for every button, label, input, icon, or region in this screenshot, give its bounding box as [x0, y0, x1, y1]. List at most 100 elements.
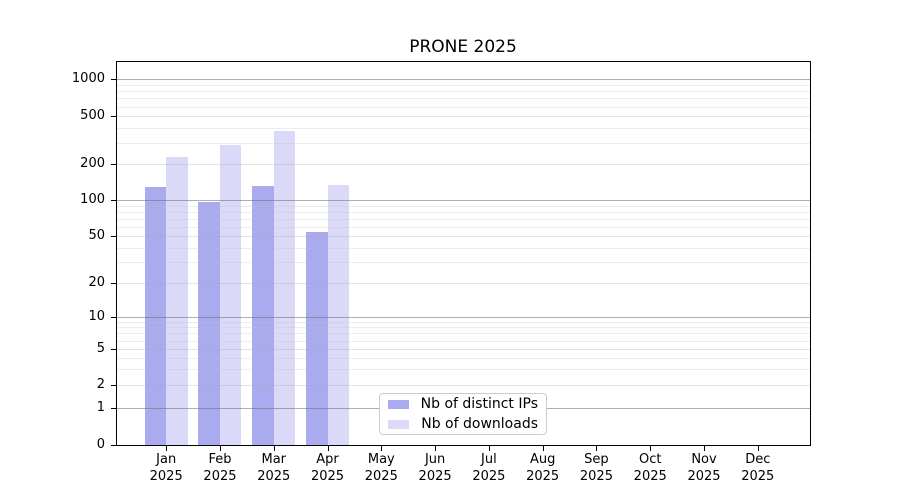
gridline-minor: [117, 357, 810, 359]
x-tick-label-month: Jul: [481, 452, 497, 467]
gridline-minor: [117, 106, 810, 108]
x-tick-label-month: Sep: [584, 452, 609, 467]
gridline-labeled: [117, 283, 810, 284]
y-tick-mark: [111, 283, 116, 284]
legend-swatch-distinct-ips-icon: [388, 399, 409, 409]
x-tick-mark: [166, 446, 168, 451]
x-tick-label-year: 2025: [418, 469, 452, 484]
y-tick-mark: [111, 116, 116, 118]
x-tick-label-year: 2025: [257, 469, 291, 484]
gridline-minor: [117, 218, 810, 220]
x-tick-label-month: Aug: [529, 452, 556, 467]
x-tick-label-year: 2025: [310, 469, 345, 484]
x-tick-label-year: 2025: [472, 469, 506, 484]
x-tick-label: Nov 2025: [677, 451, 731, 485]
chart-title: PRONE 2025: [409, 37, 517, 57]
x-tick-mark: [488, 446, 490, 451]
x-tick-label-month: Feb: [208, 452, 232, 467]
y-tick-label: 2: [96, 377, 105, 392]
gridline-minor: [117, 143, 810, 145]
bar-mar-distinct-ips: [252, 185, 274, 445]
gridline-labeled: [117, 116, 810, 118]
gridline-minor: [117, 321, 810, 323]
y-tick-label: 20: [88, 275, 105, 290]
gridline-minor: [117, 91, 810, 93]
x-tick-label: Apr 2025: [301, 451, 355, 485]
gridline-labeled: [117, 164, 810, 166]
gridline-minor: [117, 205, 810, 207]
x-tick-label: May 2025: [354, 451, 408, 485]
bar-jan-distinct-ips: [144, 187, 167, 445]
gridline-minor: [117, 247, 810, 249]
x-tick-mark: [381, 446, 383, 451]
x-tick-label-year: 2025: [633, 469, 667, 484]
x-tick-label-year: 2025: [741, 469, 775, 484]
gridline-minor: [117, 340, 810, 342]
x-tick-label-month: Oct: [638, 452, 662, 467]
gridline-minor: [117, 127, 810, 129]
y-tick-mark: [111, 236, 116, 238]
x-tick-label: Mar 2025: [247, 451, 301, 485]
legend: Nb of distinct IPs Nb of downloads: [379, 393, 547, 435]
gridline-major: [117, 317, 810, 318]
x-tick-label: Feb 2025: [193, 451, 247, 485]
x-tick-label: Jul 2025: [462, 451, 516, 485]
x-tick-label-year: 2025: [687, 469, 721, 484]
y-tick-label: 200: [80, 156, 105, 172]
y-tick-label: 100: [80, 192, 105, 208]
x-tick-label-year: 2025: [149, 469, 183, 484]
gridline-minor: [117, 211, 810, 213]
x-tick-label: Aug 2025: [516, 451, 570, 485]
x-tick-label: Sep 2025: [569, 451, 623, 485]
y-tick-label: 10: [88, 309, 105, 324]
y-tick-mark: [111, 200, 116, 202]
gridline-minor: [117, 333, 810, 335]
y-tick-mark: [111, 445, 116, 446]
bar-apr-downloads: [327, 185, 350, 445]
x-tick-label-month: Jan: [156, 452, 177, 467]
x-tick-label-month: May: [367, 452, 395, 467]
legend-label-distinct-ips: Nb of distinct IPs: [420, 396, 538, 412]
bar-feb-distinct-ips: [198, 202, 220, 445]
legend-entry-distinct-ips: Nb of distinct IPs: [388, 395, 538, 413]
y-tick-label: 5: [96, 341, 105, 356]
bar-jan-downloads: [166, 156, 188, 445]
x-tick-label-year: 2025: [364, 469, 398, 484]
y-tick-mark: [111, 408, 116, 409]
gridline-minor: [117, 327, 810, 329]
x-tick-label-month: Mar: [261, 452, 287, 467]
y-tick-mark: [111, 385, 116, 386]
gridline-minor: [117, 98, 810, 100]
x-tick-label: Oct 2025: [623, 451, 677, 485]
x-tick-label: Jan 2025: [139, 451, 193, 485]
x-tick-mark: [650, 446, 652, 451]
bar-feb-downloads: [219, 144, 242, 445]
x-tick-label: Jun 2025: [408, 451, 462, 485]
x-tick-label-year: 2025: [203, 469, 237, 484]
plot-area: [116, 61, 811, 446]
x-tick-mark: [273, 446, 275, 451]
gridline-minor: [117, 262, 810, 264]
y-tick-mark: [111, 79, 116, 81]
gridline-labeled: [117, 385, 810, 386]
legend-label-downloads: Nb of downloads: [421, 416, 538, 432]
gridline-labeled: [117, 349, 810, 350]
x-tick-mark: [542, 446, 544, 451]
gridline-major: [117, 79, 810, 81]
y-tick-mark: [111, 164, 116, 166]
x-tick-mark: [435, 446, 437, 451]
y-tick-label: 50: [88, 228, 105, 244]
gridline-minor: [117, 369, 810, 371]
bar-mar-downloads: [273, 131, 296, 445]
gridline-major: [117, 200, 810, 202]
x-tick-mark: [757, 446, 759, 451]
x-tick-mark: [327, 446, 329, 451]
y-tick-mark: [111, 349, 116, 350]
x-tick-label: Dec 2025: [731, 451, 785, 485]
gridline-minor: [117, 84, 810, 86]
legend-entry-downloads: Nb of downloads: [388, 415, 538, 433]
x-tick-label-month: Nov: [691, 452, 717, 467]
y-tick-mark: [111, 317, 116, 318]
y-tick-label: 1000: [71, 71, 105, 87]
